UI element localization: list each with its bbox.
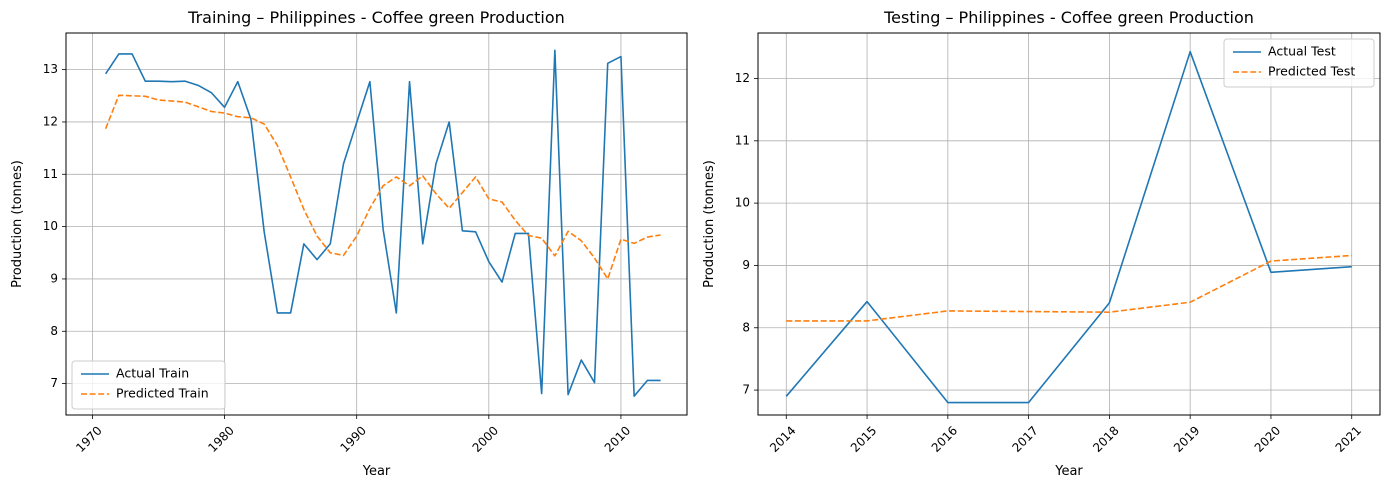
chart-panel-2: 2014 2015 2016 2017 2018 2019 2020 2021 7 8 9 10 11 1…: [702, 8, 1381, 479]
x-tick-label: 2015: [848, 423, 879, 454]
chart-title: Testing – Philippines - Coffee green Pro…: [883, 8, 1254, 27]
x-axis-label: Year: [362, 464, 391, 479]
legend-frame: [71, 360, 226, 410]
y-tick-label: 10: [735, 196, 750, 210]
legend-label: Actual Test: [1268, 44, 1336, 59]
x-tick-label: 2020: [1252, 423, 1283, 454]
legend: Actual Test Predicted Test: [1223, 38, 1375, 88]
x-tick-label: 1990: [338, 423, 369, 454]
x-tick-label: 2018: [1090, 423, 1121, 454]
plot-frame: [65, 32, 688, 416]
y-tick-label: 12: [735, 71, 750, 85]
x-tick-label: 1970: [73, 423, 104, 454]
y-tick-label: 9: [742, 258, 750, 272]
y-axis-label: Production (tonnes): [702, 160, 717, 288]
legend-label: Actual Train: [116, 366, 189, 381]
y-tick-label: 7: [742, 383, 750, 397]
y-tick-label: 11: [43, 167, 58, 181]
y-tick-label: 8: [742, 320, 750, 334]
chart-title: Training – Philippines - Coffee green Pr…: [187, 8, 565, 27]
y-tick-label: 11: [735, 133, 750, 147]
series-line-predicted-train: [104, 94, 661, 280]
legend-label: Predicted Test: [1268, 64, 1355, 79]
legend-label: Predicted Train: [116, 386, 209, 401]
chart-panel-1: 1970 1980 1990 2000 2010 7 8 9 10 11 12 13 Training …: [10, 8, 688, 479]
series-line-actual-test: [785, 50, 1352, 404]
x-axis-label: Year: [1054, 464, 1083, 479]
x-tick-label: 2014: [767, 423, 798, 454]
x-tick-label: 2010: [602, 423, 633, 454]
x-tick-label: 2017: [1009, 423, 1040, 454]
x-tick-label: 2016: [929, 423, 960, 454]
plot-frame: [757, 32, 1381, 416]
y-tick-label: 8: [50, 324, 58, 338]
y-tick-label: 9: [50, 271, 58, 285]
y-tick-label: 12: [43, 114, 58, 128]
y-tick-label: 7: [50, 376, 58, 390]
legend: Actual Train Predicted Train: [71, 360, 226, 410]
series-line-actual-train: [104, 49, 661, 397]
y-axis-label: Production (tonnes): [10, 160, 25, 288]
x-tick-label: 2019: [1171, 423, 1202, 454]
legend-frame: [1223, 38, 1375, 88]
x-tick-label: 2000: [470, 423, 501, 454]
x-tick-label: 1980: [205, 423, 236, 454]
y-tick-label: 13: [43, 62, 58, 76]
x-tick-label: 2021: [1333, 423, 1364, 454]
y-tick-label: 10: [43, 219, 58, 233]
